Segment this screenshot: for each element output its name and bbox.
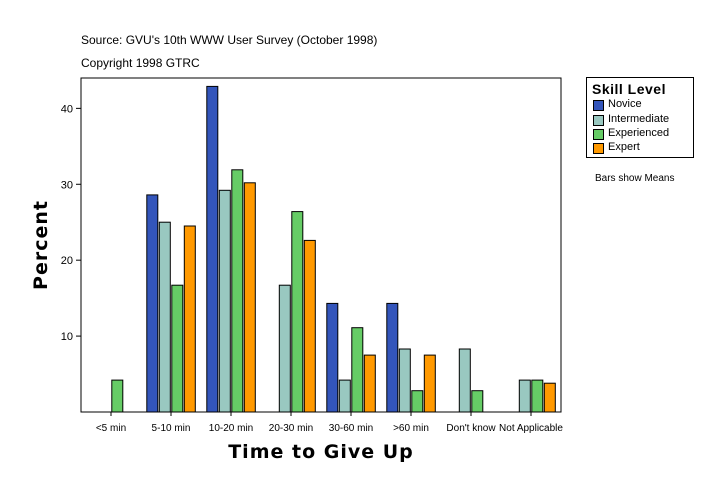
bar-novice bbox=[326, 302, 339, 413]
x-axis: <5 min 5-10 min 10-20 min 20-30 min 30-60 mi… bbox=[96, 412, 563, 434]
x-tick-label: 20-30 min bbox=[269, 423, 313, 434]
bar-intermediate bbox=[398, 348, 411, 413]
bar-experienced bbox=[411, 390, 424, 413]
y-axis: 10 20 30 40 bbox=[61, 103, 81, 343]
legend-swatch-expert bbox=[593, 143, 604, 154]
legend-swatch-intermediate bbox=[593, 115, 604, 126]
bar-experienced bbox=[531, 379, 544, 413]
copyright-caption: Copyright 1998 GTRC bbox=[81, 56, 200, 70]
bars-layer bbox=[111, 85, 556, 413]
x-tick-label: 10-20 min bbox=[209, 423, 253, 434]
bar-intermediate bbox=[278, 284, 291, 413]
legend-label: Intermediate bbox=[608, 113, 670, 125]
bar-experienced bbox=[351, 327, 364, 413]
bar-intermediate bbox=[158, 221, 171, 413]
y-tick-label: 30 bbox=[61, 179, 73, 191]
bar-intermediate bbox=[218, 189, 231, 413]
legend-swatch-experienced bbox=[593, 129, 604, 140]
y-tick-label: 20 bbox=[61, 255, 73, 267]
bar-novice bbox=[146, 194, 159, 413]
x-tick-label: >60 min bbox=[393, 423, 429, 434]
bar-experienced bbox=[171, 284, 184, 413]
bar-novice bbox=[206, 85, 219, 413]
bar-expert bbox=[423, 354, 436, 413]
source-caption: Source: GVU's 10th WWW User Survey (Octo… bbox=[81, 33, 378, 47]
bar-intermediate bbox=[458, 348, 471, 413]
legend: Skill Level Novice Intermediate Experien… bbox=[586, 77, 694, 158]
bar-novice bbox=[386, 302, 399, 413]
y-tick-label: 10 bbox=[61, 331, 73, 343]
bar-expert bbox=[183, 225, 196, 413]
legend-title: Skill Level bbox=[592, 81, 666, 97]
x-tick-label: <5 min bbox=[96, 423, 126, 434]
y-tick-label: 40 bbox=[61, 103, 73, 115]
x-axis-title: Time to Give Up bbox=[228, 441, 414, 463]
bar-experienced bbox=[471, 390, 484, 413]
bar-experienced bbox=[111, 379, 124, 413]
legend-label: Experienced bbox=[608, 127, 670, 139]
x-tick-label: Don't know bbox=[446, 423, 496, 434]
bar-expert bbox=[243, 182, 256, 413]
x-tick-label: Not Applicable bbox=[499, 423, 563, 434]
x-tick-label: 30-60 min bbox=[329, 423, 373, 434]
legend-swatch-novice bbox=[593, 100, 604, 111]
bar-intermediate bbox=[338, 379, 351, 413]
bar-experienced bbox=[291, 211, 304, 413]
legend-label: Novice bbox=[608, 98, 642, 110]
bar-intermediate bbox=[518, 379, 531, 413]
bars-note: Bars show Means bbox=[595, 173, 675, 184]
bar-experienced bbox=[231, 169, 244, 413]
bar-expert bbox=[543, 382, 556, 413]
legend-label: Expert bbox=[608, 141, 640, 153]
bar-expert bbox=[303, 239, 316, 413]
y-axis-title: Percent bbox=[30, 200, 52, 290]
bar-expert bbox=[363, 354, 376, 413]
x-tick-label: 5-10 min bbox=[152, 423, 191, 434]
